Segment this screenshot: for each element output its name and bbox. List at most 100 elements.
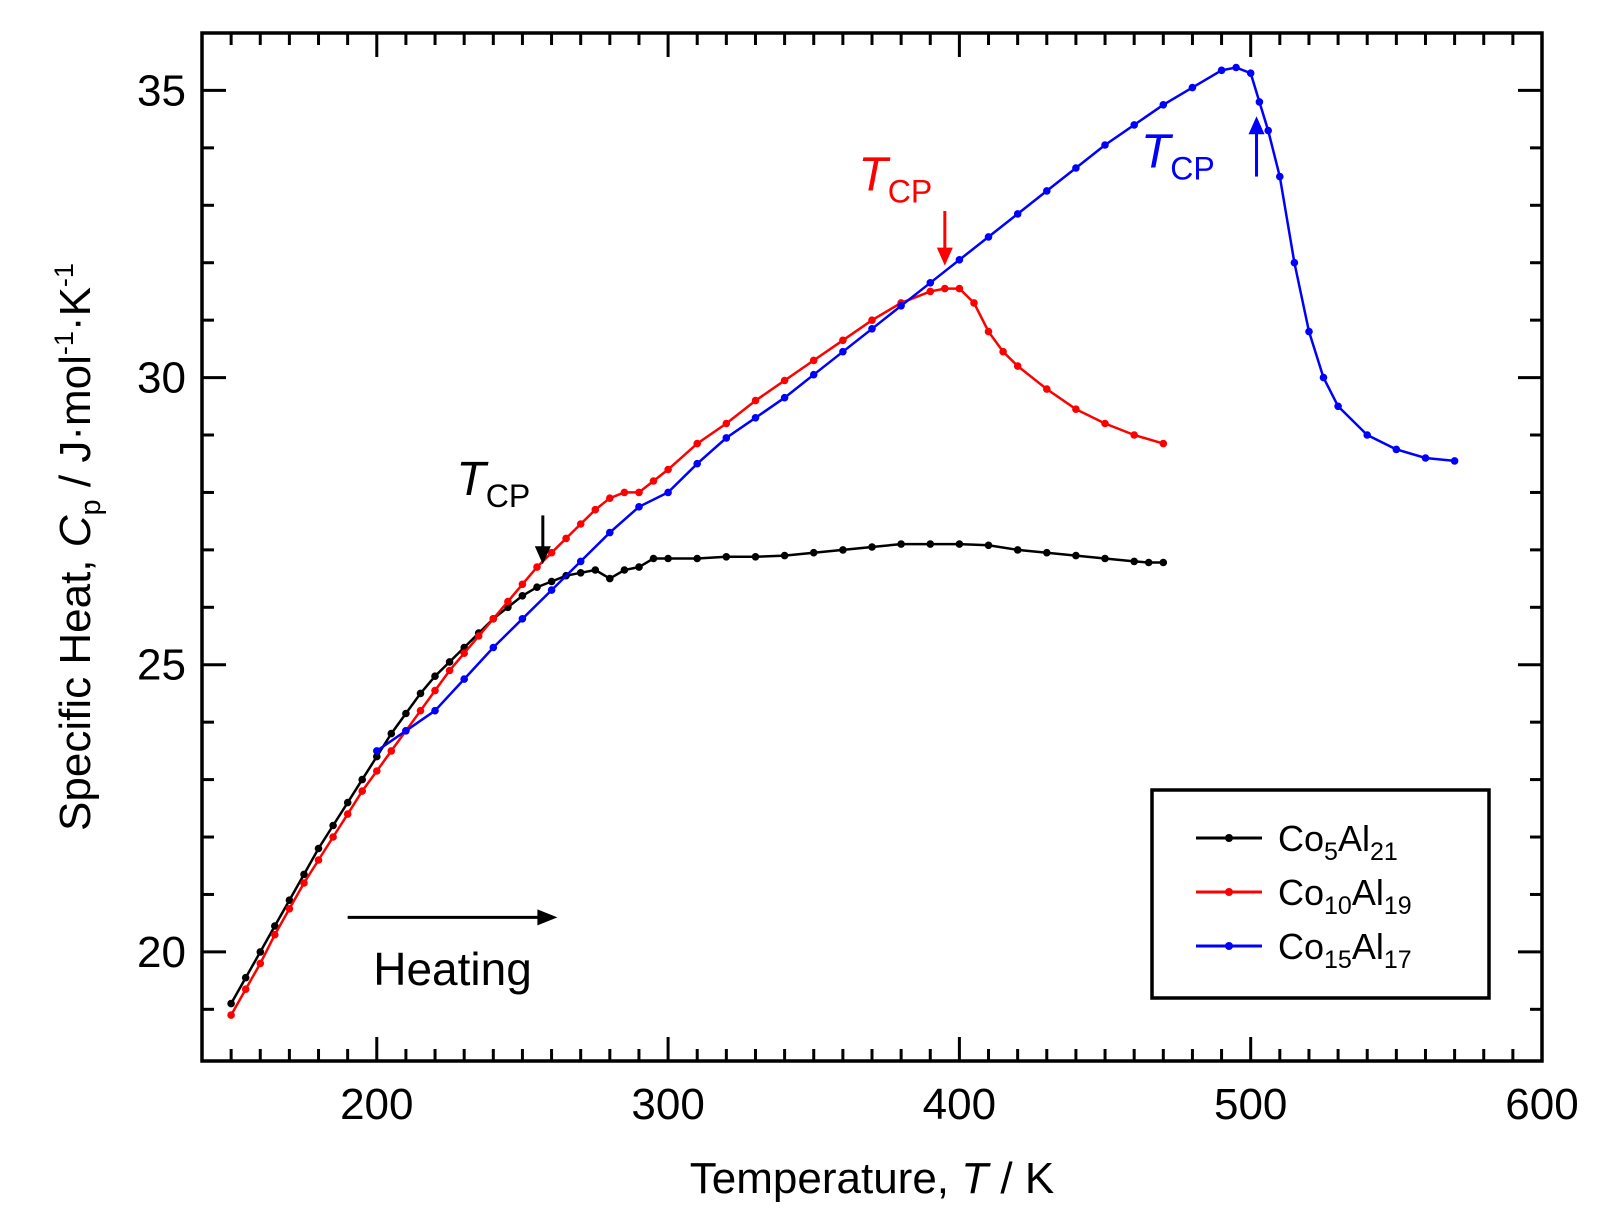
data-point-Co10Al19 xyxy=(460,649,469,657)
data-point-Co15Al17 xyxy=(780,393,789,402)
data-point-Co5Al21 xyxy=(373,752,381,761)
data-point-Co5Al21 xyxy=(664,554,672,563)
data-point-Co5Al21 xyxy=(271,922,279,930)
data-point-Co10Al19 xyxy=(431,686,439,695)
data-point-Co5Al21 xyxy=(839,546,847,554)
data-point-Co10Al19 xyxy=(620,488,629,497)
data-point-Co5Al21 xyxy=(606,574,614,583)
y-tick-label: 30 xyxy=(137,354,186,403)
data-point-Co5Al21 xyxy=(445,658,454,666)
data-point-Co10Al19 xyxy=(955,284,964,293)
legend-box xyxy=(1150,788,1491,1000)
data-point-Co10Al19 xyxy=(984,327,993,336)
data-point-Co15Al17 xyxy=(1246,69,1255,77)
legend-item-Co10Al19: Co10Al19 xyxy=(1196,872,1412,920)
data-point-Co15Al17 xyxy=(984,233,993,241)
data-point-Co15Al17 xyxy=(1319,373,1328,382)
series-Co5Al21 xyxy=(227,540,1168,1008)
legend-label: Co10Al19 xyxy=(1278,872,1412,920)
data-point-Co15Al17 xyxy=(431,706,439,715)
data-point-Co5Al21 xyxy=(300,870,308,879)
data-point-Co10Al19 xyxy=(256,959,265,968)
data-point-Co15Al17 xyxy=(489,643,498,652)
data-point-Co15Al17 xyxy=(460,675,469,683)
series-layer xyxy=(227,63,1459,1019)
data-point-Co10Al19 xyxy=(1159,439,1168,448)
data-point-Co5Al21 xyxy=(1101,554,1109,563)
annotation-heating: Heating xyxy=(347,909,558,995)
data-point-Co5Al21 xyxy=(1013,546,1022,554)
tcp-label: TCP xyxy=(456,453,530,514)
data-point-Co10Al19 xyxy=(1013,362,1022,370)
data-point-Co5Al21 xyxy=(387,729,396,738)
data-point-Co10Al19 xyxy=(504,597,512,606)
data-point-Co15Al17 xyxy=(926,279,935,287)
data-point-Co15Al17 xyxy=(1255,98,1264,106)
data-point-Co5Al21 xyxy=(343,798,352,807)
data-point-Co10Al19 xyxy=(241,985,250,993)
data-point-Co10Al19 xyxy=(518,580,527,589)
data-point-Co5Al21 xyxy=(635,563,643,571)
data-point-Co10Al19 xyxy=(373,767,381,775)
data-point-Co5Al21 xyxy=(1072,551,1080,560)
data-point-Co5Al21 xyxy=(926,540,935,548)
series-Co10Al19 xyxy=(227,284,1168,1019)
data-point-Co10Al19 xyxy=(1072,405,1080,414)
data-point-Co10Al19 xyxy=(387,747,396,755)
legend-label: Co15Al17 xyxy=(1278,926,1412,974)
data-point-Co5Al21 xyxy=(256,948,265,956)
data-point-Co5Al21 xyxy=(227,999,235,1008)
data-point-Co5Al21 xyxy=(241,973,250,982)
data-point-Co15Al17 xyxy=(664,488,672,497)
data-point-Co5Al21 xyxy=(751,553,760,561)
data-point-Co10Al19 xyxy=(649,477,658,485)
data-point-Co15Al17 xyxy=(1188,83,1197,92)
legend-item-Co15Al17: Co15Al17 xyxy=(1196,926,1412,974)
data-point-Co10Al19 xyxy=(445,666,454,675)
data-point-Co10Al19 xyxy=(1130,431,1138,439)
data-point-Co10Al19 xyxy=(970,299,978,307)
data-point-Co15Al17 xyxy=(868,325,876,333)
data-point-Co15Al17 xyxy=(955,255,964,264)
data-point-Co10Al19 xyxy=(809,356,818,365)
data-point-Co5Al21 xyxy=(1159,558,1168,567)
data-point-Co10Al19 xyxy=(941,284,949,293)
data-point-Co5Al21 xyxy=(955,540,964,548)
data-point-Co15Al17 xyxy=(606,528,614,537)
data-point-Co15Al17 xyxy=(1232,63,1240,72)
data-point-Co10Al19 xyxy=(664,465,672,474)
data-point-Co15Al17 xyxy=(1101,141,1109,149)
legend-swatch-marker xyxy=(1225,888,1233,896)
series-line-Co5Al21 xyxy=(230,542,1164,1005)
data-point-Co5Al21 xyxy=(358,775,367,784)
arrow-head xyxy=(534,546,551,565)
data-point-Co5Al21 xyxy=(780,551,789,560)
series-Co15Al17 xyxy=(373,63,1459,755)
y-tick-label: 20 xyxy=(137,928,186,977)
data-point-Co10Al19 xyxy=(751,396,760,405)
data-point-Co15Al17 xyxy=(402,727,410,735)
data-point-Co5Al21 xyxy=(533,583,541,591)
arrow-head xyxy=(1248,116,1265,135)
annotation-blue: TCP xyxy=(1141,116,1265,187)
data-point-Co15Al17 xyxy=(635,503,643,511)
data-point-Co5Al21 xyxy=(722,553,731,561)
data-point-Co10Al19 xyxy=(693,439,701,448)
data-point-Co15Al17 xyxy=(1013,210,1022,218)
arrow-head xyxy=(537,909,558,926)
data-point-Co5Al21 xyxy=(416,689,425,698)
data-point-Co5Al21 xyxy=(547,577,556,586)
data-point-Co5Al21 xyxy=(431,672,439,680)
data-point-Co15Al17 xyxy=(1363,431,1371,439)
data-point-Co5Al21 xyxy=(868,543,876,551)
data-point-Co10Al19 xyxy=(474,632,483,640)
tcp-label: TCP xyxy=(858,149,932,210)
data-point-Co10Al19 xyxy=(1101,419,1109,428)
data-point-Co10Al19 xyxy=(271,930,279,939)
x-tick-label: 600 xyxy=(1505,1080,1578,1129)
data-point-Co15Al17 xyxy=(1450,457,1459,465)
x-tick-label: 300 xyxy=(631,1080,704,1129)
data-point-Co10Al19 xyxy=(227,1011,235,1019)
data-point-Co10Al19 xyxy=(576,520,585,528)
